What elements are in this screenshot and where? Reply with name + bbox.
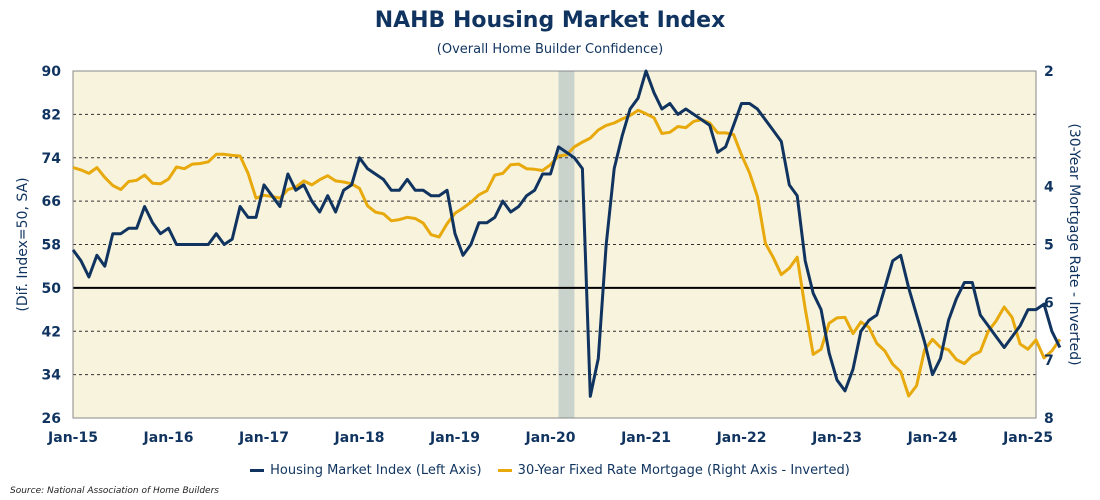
x-tick-label: Jan-24 xyxy=(907,430,958,446)
x-tick-label: Jan-15 xyxy=(47,430,98,446)
source-note: Source: National Association of Home Bui… xyxy=(10,486,219,496)
legend-label-index: Housing Market Index (Left Axis) xyxy=(270,463,482,478)
x-tick-label: Jan-16 xyxy=(143,430,194,446)
right-tick-label: 4 xyxy=(1044,180,1054,196)
right-axis-title: (30-Year Mortgage Rate - Inverted) xyxy=(1066,123,1082,365)
right-tick-label: 6 xyxy=(1044,295,1054,311)
legend-item-mortgage[interactable]: 30-Year Fixed Rate Mortgage (Right Axis … xyxy=(497,463,850,478)
legend-item-index[interactable]: Housing Market Index (Left Axis) xyxy=(250,463,482,478)
left-axis-title: (Dif. Index=50, SA) xyxy=(15,177,31,311)
left-tick-label: 34 xyxy=(42,368,62,384)
x-tick-label: Jan-25 xyxy=(1002,430,1053,446)
right-tick-label: 2 xyxy=(1044,64,1054,80)
chart-area: 26 34 42 50 58 66 74 82 90 2 4 5 6 7 8 Jan-15 Jan-16 Jan-… xyxy=(15,64,1082,446)
x-tick-label: Jan-18 xyxy=(334,430,385,446)
chart-subtitle: (Overall Home Builder Confidence) xyxy=(436,42,664,57)
right-tick-label: 5 xyxy=(1044,238,1054,254)
left-tick-label: 90 xyxy=(42,64,62,80)
x-tick-label: Jan-17 xyxy=(238,430,289,446)
left-tick-label: 74 xyxy=(42,151,62,167)
series-line-mortgage xyxy=(72,108,1062,398)
x-tick-label: Jan-23 xyxy=(811,430,862,446)
right-tick-label: 7 xyxy=(1044,353,1054,369)
legend-swatch-mortgage xyxy=(497,469,512,472)
x-tick-label: Jan-20 xyxy=(525,430,576,446)
plot-border xyxy=(72,70,1037,419)
x-tick-label: Jan-19 xyxy=(429,430,480,446)
left-tick-label: 82 xyxy=(42,107,61,123)
chart-title: NAHB Housing Market Index xyxy=(374,8,726,33)
series-line-index xyxy=(71,69,1062,398)
x-tick-label: Jan-22 xyxy=(716,430,767,446)
left-tick-label: 66 xyxy=(42,194,61,210)
legend-swatch-index xyxy=(250,469,265,472)
left-tick-label: 50 xyxy=(42,281,62,297)
x-tick-label: Jan-21 xyxy=(620,430,671,446)
chart-legend: Housing Market Index (Left Axis) 30-Year… xyxy=(0,463,1100,478)
legend-label-mortgage: 30-Year Fixed Rate Mortgage (Right Axis … xyxy=(517,463,850,478)
left-tick-label: 42 xyxy=(42,324,61,340)
right-tick-label: 8 xyxy=(1044,411,1054,427)
left-tick-label: 58 xyxy=(42,238,61,254)
left-tick-label: 26 xyxy=(42,411,61,427)
